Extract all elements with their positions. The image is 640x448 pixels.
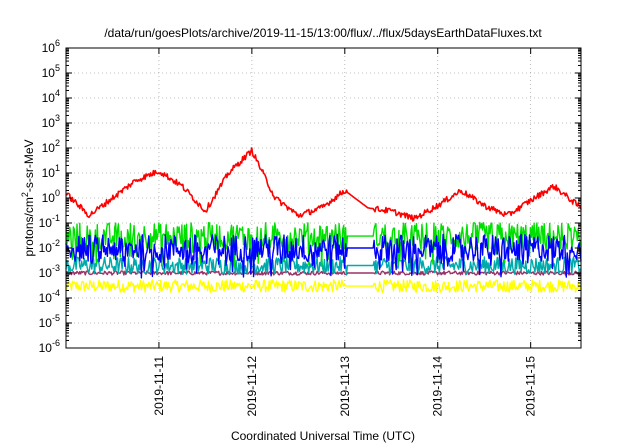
x-tick-label: 2019-11-14 — [431, 356, 445, 417]
y-tick-label: 101 — [42, 163, 60, 180]
series-line-red — [65, 147, 582, 222]
x-tick-label: 2019-11-11 — [152, 356, 166, 416]
y-tick-label: 106 — [42, 38, 60, 55]
y-tick-label: 104 — [42, 88, 60, 105]
y-tick-label: 10-6 — [39, 338, 60, 355]
y-tick-label: 10-2 — [39, 238, 60, 255]
plot-frame — [65, 47, 582, 349]
y-tick-label: 10-5 — [39, 313, 60, 330]
chart-title: /data/run/goesPlots/archive/2019-11-15/1… — [104, 26, 542, 40]
series-layer — [65, 147, 582, 293]
y-axis-label: protons/cm2-s-sr-MeV — [20, 139, 36, 256]
y-tick-label: 103 — [42, 113, 60, 130]
x-tick-label: 2019-11-13 — [338, 356, 352, 417]
y-tick-label: 10-1 — [39, 213, 60, 230]
y-tick-label: 105 — [42, 63, 60, 80]
series-line-blue — [65, 233, 582, 279]
grid-layer — [66, 47, 581, 349]
x-axis-label: Coordinated Universal Time (UTC) — [231, 429, 415, 443]
x-tick-label: 2019-11-12 — [245, 356, 259, 417]
y-tick-label: 100 — [42, 188, 60, 205]
series-line-yellow — [65, 279, 582, 293]
y-tick-label: 102 — [42, 138, 60, 155]
y-tick-label: 10-3 — [39, 263, 60, 280]
y-tick-label: 10-4 — [39, 288, 60, 305]
x-tick-label: 2019-11-15 — [524, 356, 538, 417]
